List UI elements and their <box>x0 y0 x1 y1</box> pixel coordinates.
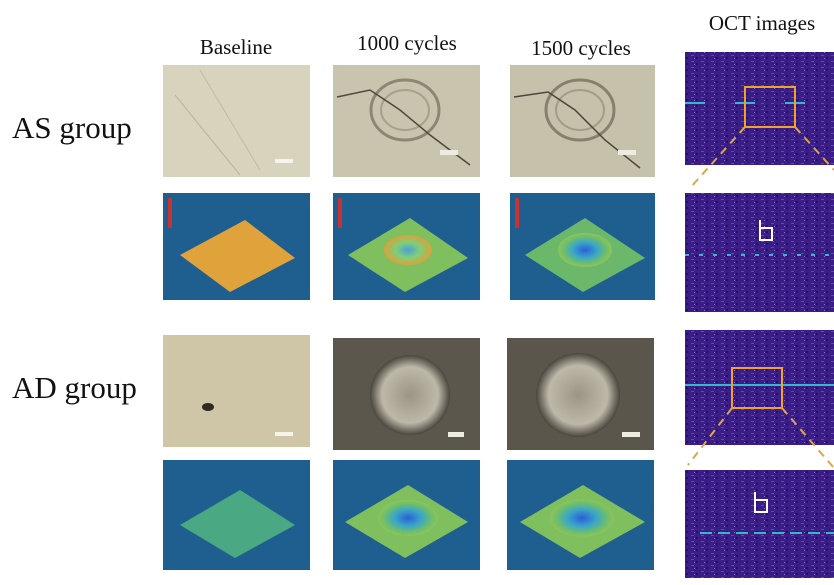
photo-baseline-as <box>163 65 310 177</box>
column-header: OCT images <box>709 11 815 35</box>
photo-1500-ad <box>507 338 654 450</box>
column-header: Baseline <box>200 35 272 59</box>
surface-1500-ad <box>507 460 654 570</box>
surface-1000-ad <box>333 460 480 570</box>
surface-1500-as <box>510 193 655 300</box>
oct-ad <box>685 330 834 578</box>
surface-baseline-as <box>163 193 310 300</box>
photo-1000-as <box>333 65 480 177</box>
oct-as <box>685 52 834 312</box>
row-label: AS group <box>12 110 132 145</box>
figure: Baseline 1000 cycles 1500 cycles OCT ima… <box>0 0 834 585</box>
photo-baseline-ad <box>163 335 310 447</box>
surface-1000-as <box>333 193 480 300</box>
row-label: AD group <box>12 370 137 405</box>
surface-baseline-ad <box>163 460 310 570</box>
column-header: 1500 cycles <box>531 36 631 60</box>
photo-1000-ad <box>333 338 480 450</box>
column-header: 1000 cycles <box>357 31 457 55</box>
photo-1500-as <box>510 65 655 177</box>
